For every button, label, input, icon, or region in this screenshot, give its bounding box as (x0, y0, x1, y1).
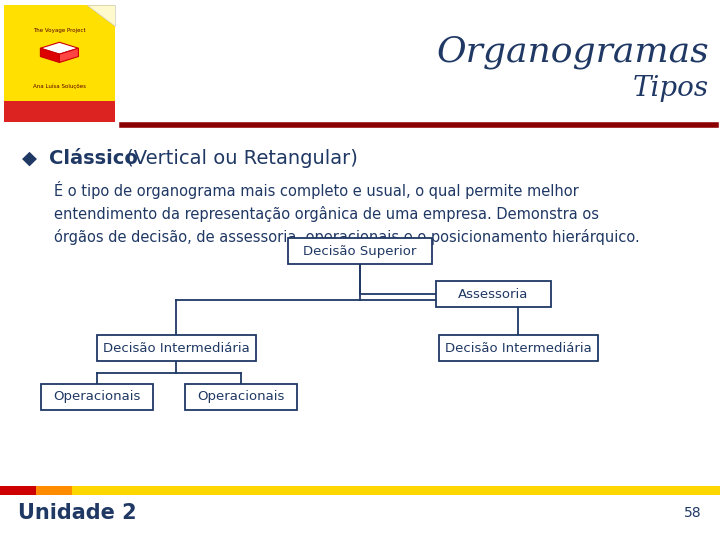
Text: É o tipo de organograma mais completo e usual, o qual permite melhor
entendiment: É o tipo de organograma mais completo e … (54, 181, 640, 245)
Text: Decisão Intermediária: Decisão Intermediária (445, 342, 592, 355)
Polygon shape (60, 48, 78, 63)
Text: Tipos: Tipos (633, 75, 709, 102)
Polygon shape (40, 48, 60, 63)
FancyBboxPatch shape (436, 281, 551, 307)
FancyBboxPatch shape (288, 238, 432, 264)
Text: Operacionais: Operacionais (53, 390, 141, 403)
FancyBboxPatch shape (97, 335, 256, 361)
Bar (4, 5, 115, 100)
Text: ◆: ◆ (22, 148, 37, 167)
Bar (36, 486, 72, 495)
FancyBboxPatch shape (186, 384, 297, 410)
Text: Assessoria: Assessoria (458, 288, 528, 301)
Bar (72, 486, 720, 495)
Text: Ana Luísa Soluções: Ana Luísa Soluções (33, 84, 86, 90)
Bar (0, 486, 36, 495)
Text: The Voyage Project: The Voyage Project (33, 29, 86, 33)
Text: 58: 58 (685, 506, 702, 520)
Text: Operacionais: Operacionais (197, 390, 285, 403)
Text: Organogramas: Organogramas (436, 35, 709, 69)
Polygon shape (40, 42, 78, 54)
Text: Decisão Superior: Decisão Superior (303, 245, 417, 258)
Text: Decisão Intermediária: Decisão Intermediária (103, 342, 250, 355)
Polygon shape (87, 5, 115, 26)
FancyBboxPatch shape (439, 335, 598, 361)
Bar (4, 100, 115, 122)
Text: Clássico: Clássico (49, 148, 138, 167)
FancyBboxPatch shape (42, 384, 153, 410)
Text: (Vertical ou Retangular): (Vertical ou Retangular) (120, 148, 357, 167)
Text: Unidade 2: Unidade 2 (18, 503, 137, 523)
